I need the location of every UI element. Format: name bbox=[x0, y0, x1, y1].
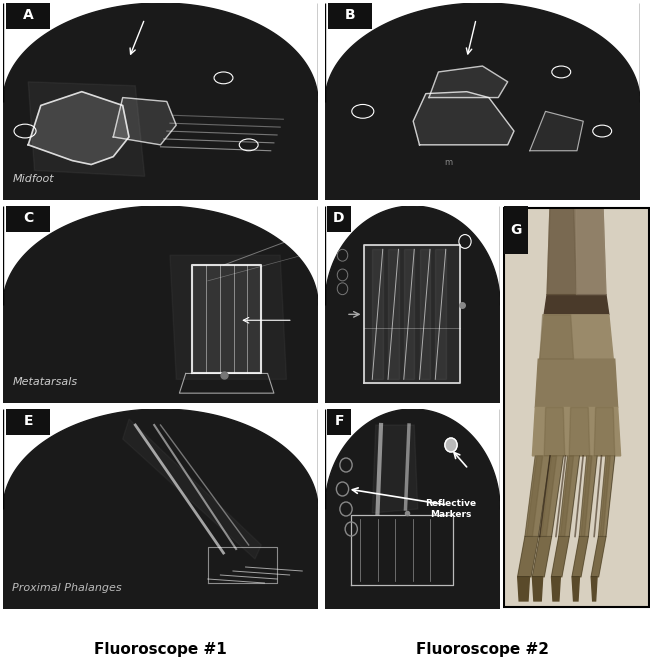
Text: C: C bbox=[23, 211, 33, 225]
Polygon shape bbox=[192, 265, 261, 373]
FancyBboxPatch shape bbox=[6, 206, 51, 232]
Polygon shape bbox=[579, 456, 597, 537]
Polygon shape bbox=[413, 92, 514, 145]
Polygon shape bbox=[598, 456, 615, 537]
Text: Reflective
Markers: Reflective Markers bbox=[426, 499, 476, 519]
Polygon shape bbox=[540, 315, 613, 359]
FancyBboxPatch shape bbox=[6, 409, 51, 435]
Text: Proximal Phalanges: Proximal Phalanges bbox=[12, 583, 122, 593]
FancyBboxPatch shape bbox=[6, 3, 51, 29]
Polygon shape bbox=[572, 537, 588, 577]
Polygon shape bbox=[533, 537, 552, 577]
Polygon shape bbox=[518, 537, 539, 577]
Circle shape bbox=[445, 438, 457, 452]
Text: Metatarsals: Metatarsals bbox=[12, 377, 77, 387]
Polygon shape bbox=[552, 537, 569, 577]
Text: Midfoot: Midfoot bbox=[12, 174, 54, 184]
FancyBboxPatch shape bbox=[328, 3, 372, 29]
Polygon shape bbox=[540, 315, 573, 359]
Polygon shape bbox=[560, 456, 573, 537]
Polygon shape bbox=[533, 408, 621, 456]
Polygon shape bbox=[170, 255, 287, 379]
Polygon shape bbox=[403, 250, 414, 379]
Polygon shape bbox=[600, 456, 610, 537]
Polygon shape bbox=[3, 206, 318, 403]
Polygon shape bbox=[544, 295, 609, 315]
Text: Fluoroscope #2: Fluoroscope #2 bbox=[416, 642, 549, 657]
Polygon shape bbox=[28, 82, 145, 177]
Polygon shape bbox=[325, 206, 500, 403]
Polygon shape bbox=[3, 409, 318, 609]
Polygon shape bbox=[581, 456, 592, 537]
Polygon shape bbox=[503, 206, 650, 609]
FancyBboxPatch shape bbox=[327, 409, 351, 435]
Polygon shape bbox=[525, 456, 550, 537]
Polygon shape bbox=[540, 456, 564, 537]
Polygon shape bbox=[518, 577, 529, 601]
Polygon shape bbox=[28, 92, 129, 165]
Polygon shape bbox=[429, 66, 508, 98]
Polygon shape bbox=[123, 419, 261, 559]
Polygon shape bbox=[325, 409, 500, 609]
Polygon shape bbox=[547, 206, 606, 295]
Polygon shape bbox=[372, 250, 382, 379]
Polygon shape bbox=[547, 206, 577, 295]
Text: A: A bbox=[23, 8, 33, 22]
Polygon shape bbox=[419, 250, 430, 379]
Polygon shape bbox=[530, 112, 583, 151]
Text: Fluoroscope #1: Fluoroscope #1 bbox=[94, 642, 227, 657]
Polygon shape bbox=[527, 456, 543, 537]
Polygon shape bbox=[372, 425, 418, 513]
Text: G: G bbox=[510, 223, 522, 237]
Text: B: B bbox=[345, 8, 356, 22]
Polygon shape bbox=[544, 408, 565, 456]
Polygon shape bbox=[552, 577, 560, 601]
Polygon shape bbox=[559, 456, 579, 537]
Polygon shape bbox=[3, 3, 318, 200]
Polygon shape bbox=[594, 408, 615, 456]
Polygon shape bbox=[591, 537, 606, 577]
Polygon shape bbox=[325, 3, 640, 200]
Text: E: E bbox=[24, 414, 33, 428]
Polygon shape bbox=[435, 250, 445, 379]
Text: m: m bbox=[445, 157, 453, 167]
Polygon shape bbox=[113, 98, 176, 145]
Polygon shape bbox=[577, 206, 606, 295]
Polygon shape bbox=[569, 408, 590, 456]
Polygon shape bbox=[535, 359, 618, 408]
Text: D: D bbox=[333, 211, 345, 225]
Polygon shape bbox=[533, 577, 543, 601]
Text: F: F bbox=[335, 414, 344, 428]
Polygon shape bbox=[388, 250, 398, 379]
FancyBboxPatch shape bbox=[327, 206, 351, 232]
Polygon shape bbox=[591, 577, 597, 601]
Polygon shape bbox=[541, 456, 557, 537]
Polygon shape bbox=[572, 577, 579, 601]
Polygon shape bbox=[363, 246, 460, 383]
FancyBboxPatch shape bbox=[504, 206, 528, 254]
